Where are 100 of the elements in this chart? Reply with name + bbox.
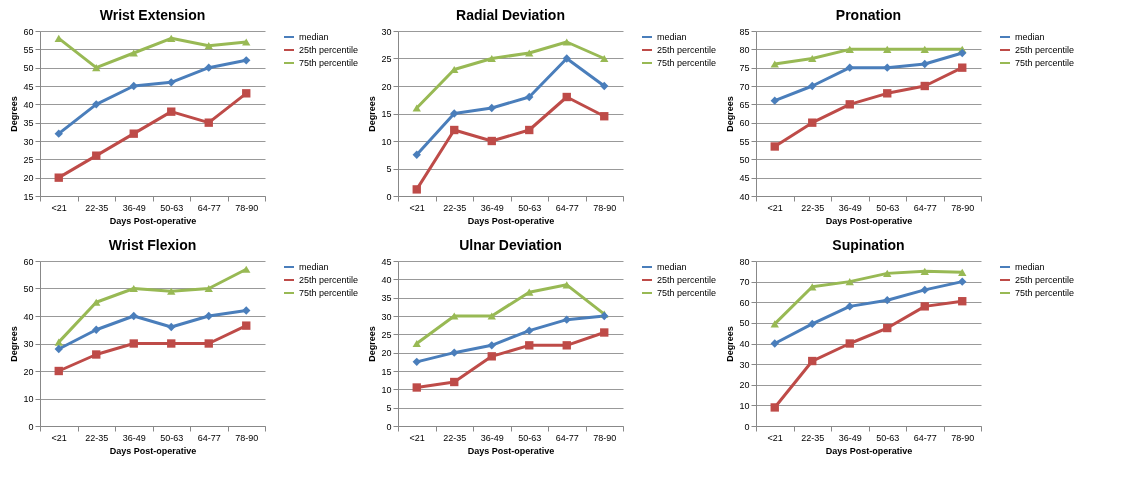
- legend-label: 75th percentile: [657, 288, 717, 298]
- y-tick-label: 40: [381, 274, 392, 285]
- y-tick-label: 60: [23, 26, 34, 37]
- y-tick-label: 55: [739, 136, 750, 147]
- point: [958, 268, 967, 276]
- y-tick-label: 30: [381, 311, 392, 322]
- point: [167, 78, 176, 87]
- point: [808, 319, 817, 329]
- point: [770, 320, 779, 328]
- chart-title: Radial Deviation: [456, 7, 565, 23]
- y-tick-label: 5: [386, 403, 392, 414]
- y-axis-title: Degrees: [725, 326, 736, 362]
- point: [845, 339, 854, 348]
- point: [883, 45, 892, 53]
- chart-title: Ulnar Deviation: [459, 237, 562, 253]
- legend-label: 25th percentile: [657, 45, 717, 55]
- point: [242, 56, 251, 65]
- x-tick-label: 50-63: [518, 202, 542, 213]
- point: [958, 297, 967, 306]
- y-tick-label: 50: [23, 63, 34, 74]
- point: [54, 366, 63, 376]
- x-tick-label: 36-49: [122, 432, 146, 443]
- x-tick-label: 78-90: [593, 432, 617, 443]
- x-tick-label: 50-63: [518, 432, 542, 443]
- y-axis-title: Degrees: [367, 96, 378, 132]
- y-tick-label: 45: [381, 256, 392, 267]
- point: [450, 377, 459, 387]
- y-axis-title: Degrees: [9, 96, 20, 132]
- legend-label: 75th percentile: [1015, 58, 1075, 68]
- point: [487, 103, 496, 113]
- legend-label: median: [1015, 262, 1045, 272]
- y-tick-label: 20: [381, 348, 392, 359]
- point: [562, 92, 571, 102]
- point: [808, 54, 817, 63]
- legend-label: median: [657, 262, 687, 272]
- legend-label: 25th percentile: [1015, 275, 1075, 285]
- y-tick-label: 10: [381, 136, 392, 147]
- y-tick-label: 30: [381, 26, 392, 37]
- point: [562, 315, 571, 324]
- legend-label: 25th percentile: [299, 275, 359, 285]
- point: [920, 45, 929, 53]
- x-tick-label: 36-49: [480, 202, 504, 213]
- y-tick-label: 0: [28, 421, 34, 432]
- x-tick-label: 64-77: [555, 202, 579, 213]
- y-tick-label: 35: [23, 118, 34, 129]
- point: [412, 383, 421, 392]
- point: [487, 54, 496, 63]
- x-tick-label: 22-35: [443, 432, 467, 443]
- y-tick-label: 15: [381, 109, 392, 119]
- x-tick-label: 50-63: [876, 432, 900, 443]
- point: [129, 129, 138, 138]
- point: [204, 339, 213, 348]
- point: [770, 403, 779, 412]
- point: [808, 356, 817, 366]
- point: [883, 296, 892, 305]
- point: [920, 59, 929, 69]
- y-tick-label: 80: [739, 256, 750, 267]
- point: [525, 125, 534, 135]
- point: [412, 104, 421, 112]
- point: [450, 109, 459, 118]
- point: [770, 96, 779, 105]
- point: [487, 312, 496, 320]
- point: [487, 352, 496, 361]
- point: [450, 312, 459, 320]
- legend-label: median: [299, 32, 329, 42]
- x-axis-title: Days Post-operative: [467, 215, 555, 226]
- x-tick-label: 22-35: [85, 432, 109, 443]
- y-tick-label: 0: [744, 421, 750, 432]
- y-tick-label: 20: [23, 173, 34, 184]
- x-tick-label: 36-49: [122, 202, 146, 213]
- x-tick-label: 22-35: [801, 432, 825, 443]
- y-tick-label: 50: [23, 284, 34, 294]
- y-tick-label: 60: [739, 118, 750, 129]
- point: [600, 112, 609, 121]
- x-tick-label: 64-77: [555, 432, 579, 443]
- point: [412, 357, 421, 367]
- point: [92, 151, 101, 160]
- x-tick-label: 36-49: [480, 432, 504, 443]
- point: [808, 118, 817, 127]
- y-tick-label: 10: [381, 384, 392, 395]
- legend-label: 75th percentile: [299, 288, 359, 298]
- point: [204, 63, 213, 72]
- y-tick-label: 0: [386, 421, 392, 432]
- point: [487, 341, 496, 350]
- point: [167, 322, 176, 332]
- y-tick-label: 40: [739, 339, 750, 349]
- point: [845, 63, 854, 72]
- x-tick-label: 50-63: [160, 432, 184, 443]
- legend-label: 75th percentile: [657, 58, 717, 68]
- y-tick-label: 5: [386, 164, 392, 174]
- point: [845, 278, 854, 286]
- point: [92, 64, 101, 72]
- x-tick-label: 78-90: [951, 202, 975, 213]
- point: [92, 100, 101, 109]
- point: [562, 341, 571, 350]
- chart-title: Wrist Extension: [99, 7, 206, 23]
- point: [600, 328, 609, 337]
- point: [242, 38, 251, 46]
- chart-title: Supination: [832, 237, 905, 253]
- point: [770, 339, 779, 348]
